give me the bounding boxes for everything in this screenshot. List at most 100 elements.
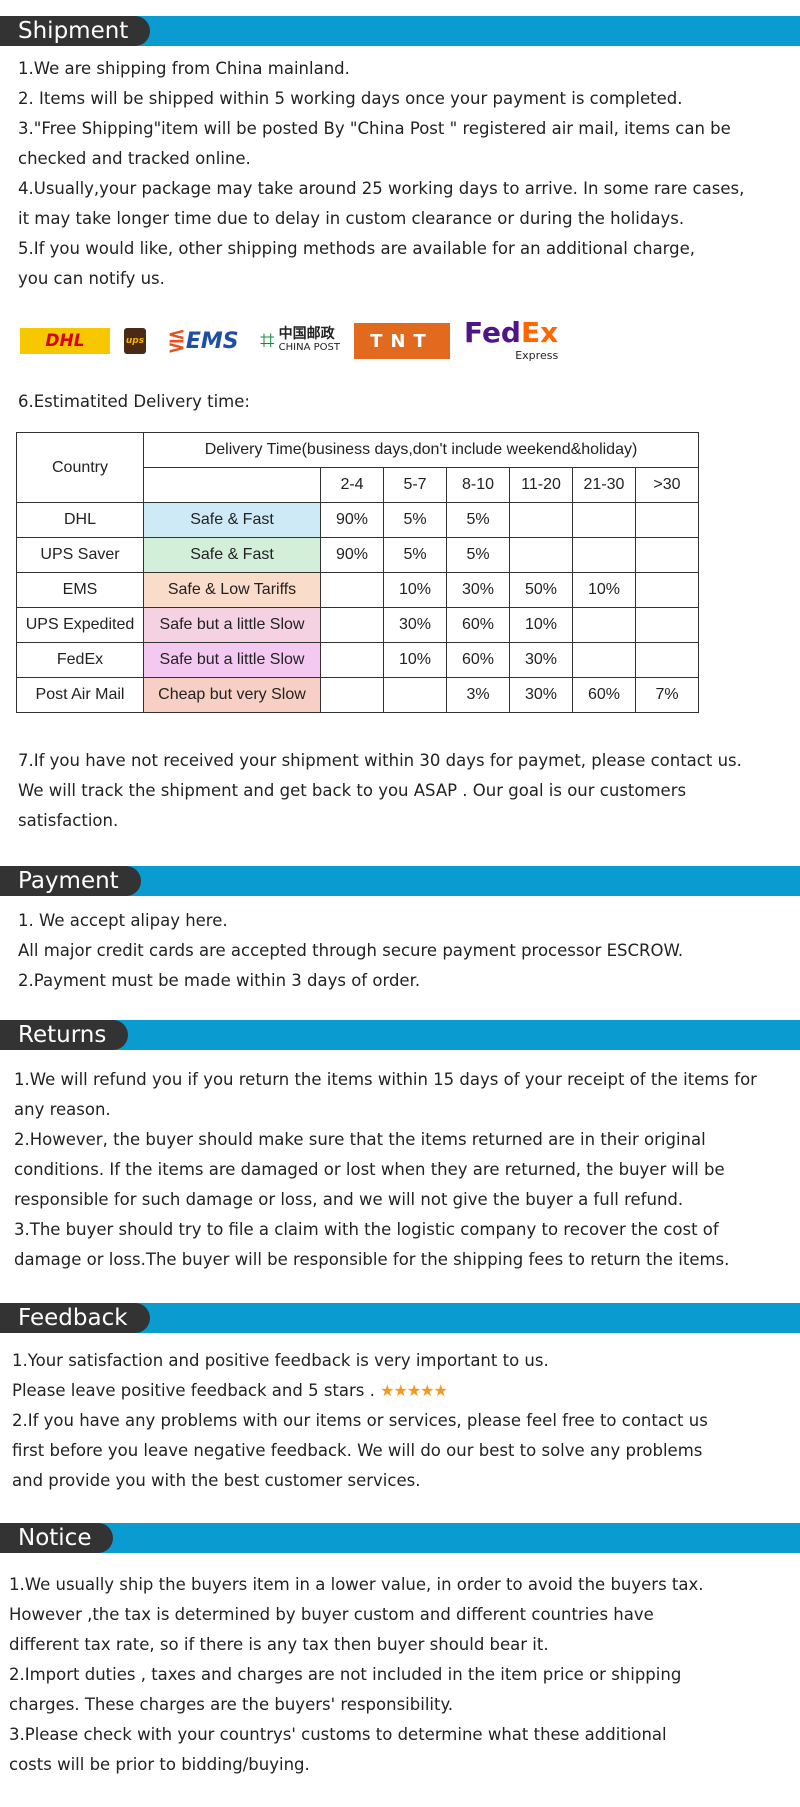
percent-cell — [635, 607, 699, 643]
shipment-after-text: 7.If you have not received your shipment… — [18, 746, 800, 836]
percent-cell: 5% — [383, 537, 447, 573]
percent-cell: 90% — [320, 502, 384, 538]
country-cell: FedEx — [16, 642, 144, 678]
table-row: Post Air Mail Cheap but very Slow 3% 30% 60%… — [16, 677, 699, 713]
section-title: Shipment — [0, 16, 151, 46]
range-header: 2-4 — [320, 467, 384, 503]
range-header: 21-30 — [572, 467, 636, 503]
percent-cell — [509, 537, 573, 573]
section-title: Feedback — [0, 1303, 150, 1333]
carrier-logos: DHL ups ⋚ EMS ⌗ 中国邮政 CHINA POST TNT FedEx Ex… — [20, 318, 558, 364]
text-line: All major credit cards are accepted thro… — [18, 941, 684, 960]
percent-cell — [635, 572, 699, 608]
percent-cell: 10% — [572, 572, 636, 608]
text-line: 2. Items will be shipped within 5 workin… — [18, 89, 683, 108]
text-line: 1. We accept alipay here. — [18, 911, 228, 930]
table-row: EMS Safe & Low Tariffs 10% 30% 50% 10% — [16, 572, 699, 608]
payment-text: 1. We accept alipay here. All major cred… — [18, 906, 800, 996]
feedback-text: 1.Your satisfaction and positive feedbac… — [12, 1346, 800, 1496]
china-post-icon: ⌗ — [260, 325, 275, 356]
label-cell: Safe & Fast — [143, 537, 321, 573]
percent-cell: 10% — [383, 572, 447, 608]
text-line: 2.Payment must be made within 3 days of … — [18, 971, 421, 990]
label-cell: Safe & Fast — [143, 502, 321, 538]
range-header: >30 — [635, 467, 699, 503]
percent-cell — [572, 607, 636, 643]
percent-cell — [320, 572, 384, 608]
label-cell: Safe but a little Slow — [143, 642, 321, 678]
payment-header: Payment — [0, 866, 800, 896]
percent-cell — [383, 677, 447, 713]
percent-cell: 7% — [635, 677, 699, 713]
label-cell: Safe but a little Slow — [143, 607, 321, 643]
text-line: any reason. — [14, 1100, 111, 1119]
text-line: costs will be prior to bidding/buying. — [9, 1755, 310, 1774]
percent-cell: 5% — [383, 502, 447, 538]
country-cell: UPS Expedited — [16, 607, 144, 643]
text-line: different tax rate, so if there is any t… — [9, 1635, 549, 1654]
country-cell: Post Air Mail — [16, 677, 144, 713]
text-line: 1.We usually ship the buyers item in a l… — [9, 1575, 704, 1594]
text-line: first before you leave negative feedback… — [12, 1441, 703, 1460]
percent-cell — [635, 502, 699, 538]
delivery-table: Country Delivery Time(business days,don't… — [16, 432, 699, 713]
text-line: 1.We are shipping from China mainland. — [18, 59, 350, 78]
range-header: 11-20 — [509, 467, 573, 503]
text-line: However ,the tax is determined by buyer … — [9, 1605, 654, 1624]
table-row: FedEx Safe but a little Slow 10% 60% 30% — [16, 642, 699, 678]
range-header: 8-10 — [446, 467, 510, 503]
country-cell: EMS — [16, 572, 144, 608]
percent-cell: 90% — [320, 537, 384, 573]
feedback-header: Feedback — [0, 1303, 800, 1333]
percent-cell: 60% — [446, 607, 510, 643]
percent-cell — [320, 607, 384, 643]
country-header: Country — [16, 432, 144, 503]
percent-cell: 50% — [509, 572, 573, 608]
percent-cell: 10% — [509, 607, 573, 643]
percent-cell — [509, 502, 573, 538]
section-title: Notice — [0, 1523, 114, 1553]
table-row: UPS Expedited Safe but a little Slow 30% 60… — [16, 607, 699, 643]
text-line: 3."Free Shipping"item will be posted By … — [18, 119, 731, 138]
range-header: 5-7 — [383, 467, 447, 503]
section-title: Returns — [0, 1020, 129, 1050]
percent-cell: 30% — [446, 572, 510, 608]
percent-cell — [572, 502, 636, 538]
returns-header: Returns — [0, 1020, 800, 1050]
text-line: checked and tracked online. — [18, 149, 251, 168]
text-line: 2.If you have any problems with our item… — [12, 1411, 708, 1430]
text-line: and provide you with the best customer s… — [12, 1471, 421, 1490]
shipment-text: 1.We are shipping from China mainland. 2… — [18, 54, 800, 294]
text-line: 1.Your satisfaction and positive feedbac… — [12, 1351, 549, 1370]
tnt-logo: TNT — [353, 323, 450, 359]
percent-cell — [572, 537, 636, 573]
notice-text: 1.We usually ship the buyers item in a l… — [9, 1570, 799, 1780]
text-line: charges. These charges are the buyers' r… — [9, 1695, 454, 1714]
text-line: 1.We will refund you if you return the i… — [14, 1070, 757, 1089]
percent-cell: 30% — [509, 677, 573, 713]
percent-cell: 30% — [509, 642, 573, 678]
percent-cell: 5% — [446, 537, 510, 573]
percent-cell: 60% — [572, 677, 636, 713]
text-line: 3.The buyer should try to file a claim w… — [14, 1220, 719, 1239]
section-title: Payment — [0, 866, 141, 896]
text-line: conditions. If the items are damaged or … — [14, 1160, 725, 1179]
returns-text: 1.We will refund you if you return the i… — [14, 1065, 800, 1275]
text-line: 5.If you would like, other shipping meth… — [18, 239, 696, 258]
text-line: 7.If you have not received your shipment… — [18, 751, 742, 770]
text-line: 3.Please check with your countrys' custo… — [9, 1725, 667, 1744]
time-header: Delivery Time(business days,don't includ… — [143, 432, 699, 468]
percent-cell: 30% — [383, 607, 447, 643]
percent-cell — [320, 642, 384, 678]
text-line: 2.Import duties , taxes and charges are … — [9, 1665, 682, 1684]
table-row: UPS Saver Safe & Fast 90% 5% 5% — [16, 537, 699, 573]
text-line: you can notify us. — [18, 269, 165, 288]
dhl-logo: DHL — [20, 328, 110, 354]
percent-cell: 5% — [446, 502, 510, 538]
delivery-label: 6.Estimatited Delivery time: — [18, 392, 250, 411]
percent-cell: 60% — [446, 642, 510, 678]
label-cell: Cheap but very Slow — [143, 677, 321, 713]
text-line: damage or loss.The buyer will be respons… — [14, 1250, 730, 1269]
china-post-logo: ⌗ 中国邮政 CHINA POST — [260, 325, 340, 356]
shipment-header: Shipment — [0, 16, 800, 46]
